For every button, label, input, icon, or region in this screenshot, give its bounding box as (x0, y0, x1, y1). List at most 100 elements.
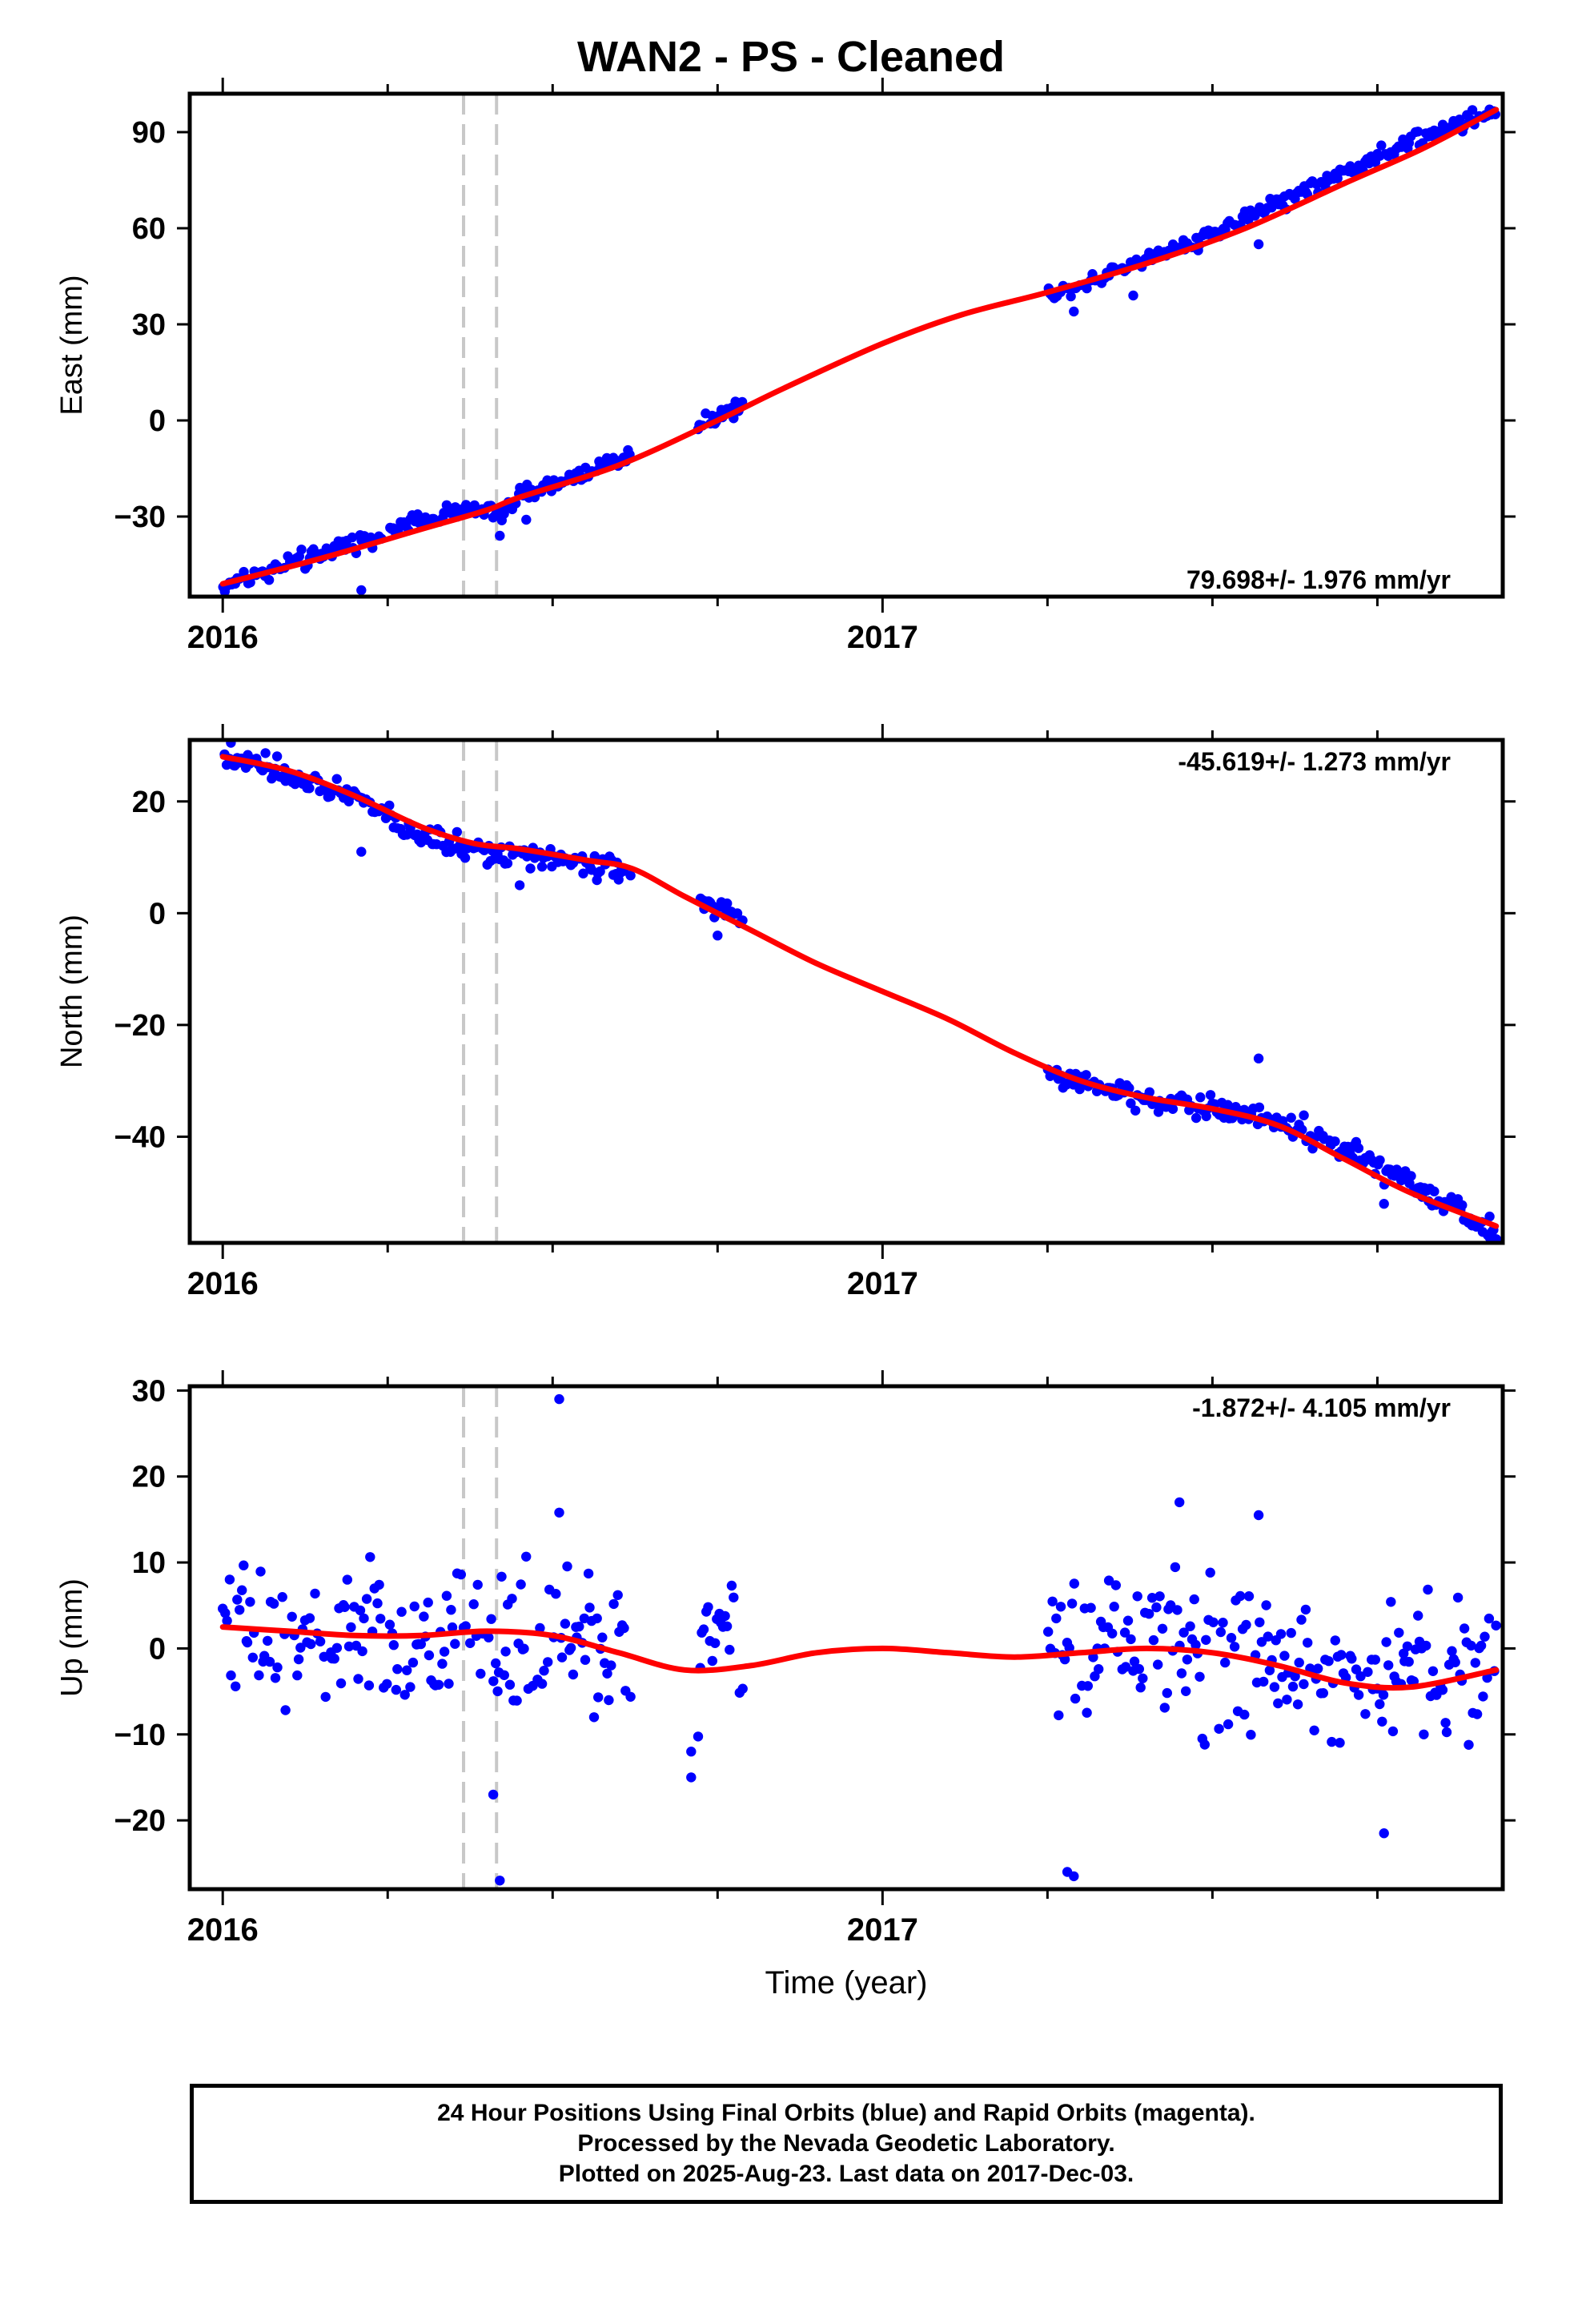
up-point (1146, 1593, 1158, 1603)
up-ytick-label: −10 (114, 1719, 166, 1752)
up-point (1327, 1736, 1337, 1747)
north-point (304, 783, 315, 794)
up-point (516, 1579, 526, 1590)
up-point (721, 1621, 733, 1632)
up-point (1109, 1602, 1119, 1612)
up-point (220, 1608, 231, 1618)
up-point (1353, 1690, 1364, 1700)
east-point (1376, 140, 1387, 151)
up-point (339, 1602, 350, 1613)
up-point (584, 1602, 595, 1613)
up-point (280, 1705, 291, 1715)
up-point (424, 1650, 435, 1661)
chart-title: WAN2 - PS - Cleaned (576, 33, 1006, 81)
up-point (1205, 1567, 1215, 1578)
up-point (1153, 1659, 1163, 1670)
east-outlier-point (495, 530, 505, 541)
north-point (722, 898, 733, 909)
up-point (235, 1605, 245, 1615)
up-point (535, 1622, 545, 1634)
east-outlier-point (521, 514, 532, 525)
up-point (1263, 1631, 1274, 1642)
up-point (329, 1654, 339, 1664)
up-point (391, 1684, 401, 1695)
north-point (1429, 1186, 1439, 1196)
up-point (1378, 1690, 1389, 1700)
north-point (1484, 1211, 1495, 1222)
up-point (1055, 1602, 1066, 1612)
east-ytick-label: 60 (132, 212, 166, 246)
up-point (1066, 1598, 1078, 1609)
north-point (1406, 1171, 1416, 1181)
up-point (465, 1638, 476, 1648)
up-point (342, 1574, 352, 1585)
east-point (263, 575, 275, 585)
north-outlier-point (514, 880, 525, 891)
up-point (1484, 1613, 1495, 1624)
up-point (335, 1678, 347, 1689)
east-point (296, 545, 307, 555)
north-panel: −40 −20 0 20 2016 2017 North (mm) -45.619+/- 1.… (55, 724, 1516, 1301)
up-point (388, 1640, 399, 1651)
east-point (1454, 115, 1465, 125)
north-ylabel: North (mm) (55, 915, 89, 1068)
up-point (1119, 1627, 1130, 1638)
up-point (560, 1618, 571, 1629)
up-point (1185, 1621, 1195, 1631)
up-point (1135, 1683, 1146, 1693)
up-point (331, 1642, 343, 1653)
up-point (402, 1665, 412, 1675)
up-point (602, 1668, 612, 1679)
east-outlier-point (1128, 290, 1138, 301)
up-point (608, 1598, 619, 1610)
up-points (218, 1393, 1501, 1886)
up-point (416, 1638, 426, 1650)
up-point (1381, 1637, 1391, 1647)
up-point (277, 1592, 287, 1602)
up-point (222, 1615, 232, 1626)
up-point (1303, 1638, 1313, 1648)
north-point (536, 862, 548, 872)
up-point (1264, 1665, 1275, 1675)
east-frame (187, 91, 1505, 599)
up-point (1172, 1605, 1182, 1615)
up-point (562, 1561, 572, 1572)
east-point (1332, 173, 1343, 183)
up-point (1363, 1667, 1373, 1677)
up-point (574, 1621, 584, 1632)
up-point (1082, 1681, 1094, 1691)
up-point (224, 1574, 235, 1585)
up-point (374, 1579, 384, 1590)
up-point (361, 1594, 372, 1604)
up-point (446, 1605, 456, 1615)
up-point (384, 1619, 396, 1630)
east-ytick-label: 30 (132, 308, 166, 342)
up-point (588, 1712, 600, 1723)
up-ytick-label: 0 (149, 1632, 166, 1666)
north-point (1286, 1112, 1296, 1123)
up-point (619, 1622, 629, 1634)
up-point (1464, 1739, 1474, 1750)
up-panel: −20 −10 0 10 20 30 2016 2017 Up (mm) Time (year) -… (55, 1370, 1516, 2000)
up-point (720, 1610, 730, 1622)
north-outlier-point (613, 875, 624, 885)
up-point (1377, 1716, 1387, 1727)
up-point (519, 1643, 529, 1654)
up-point (1070, 1693, 1081, 1704)
up-outlier-point (686, 1747, 697, 1757)
up-point (1214, 1723, 1224, 1734)
up-point (1134, 1663, 1145, 1675)
up-point (1235, 1590, 1246, 1602)
up-point (1419, 1729, 1429, 1739)
up-point (419, 1611, 429, 1622)
north-points (219, 740, 1501, 1243)
footer-line-3: Plotted on 2025-Aug-23. Last data on 201… (558, 2161, 1134, 2187)
up-point (1286, 1627, 1296, 1638)
up-point (405, 1682, 416, 1692)
up-point (539, 1666, 549, 1676)
up-point (1259, 1676, 1269, 1687)
north-point (1144, 1087, 1155, 1098)
north-outlier-point (1379, 1199, 1389, 1209)
up-point (1273, 1698, 1283, 1709)
up-point (1296, 1614, 1307, 1625)
